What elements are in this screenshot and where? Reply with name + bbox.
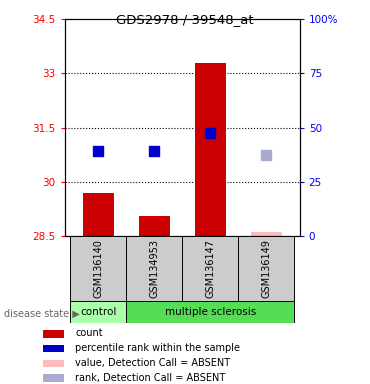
Text: GDS2978 / 39548_at: GDS2978 / 39548_at: [116, 13, 254, 26]
Bar: [126, 301, 294, 323]
Point: [263, 152, 269, 158]
Bar: [126, 236, 182, 301]
Bar: [43, 345, 64, 353]
Point: [207, 130, 213, 136]
Bar: [43, 374, 64, 382]
Bar: [182, 236, 238, 301]
Bar: [70, 236, 126, 301]
Bar: [43, 330, 64, 338]
Text: GSM136149: GSM136149: [261, 239, 271, 298]
Point: [151, 148, 157, 154]
Bar: [195, 63, 226, 236]
Bar: [43, 359, 64, 367]
Bar: [70, 301, 126, 323]
Text: control: control: [80, 307, 117, 317]
Bar: [251, 232, 282, 236]
Text: count: count: [75, 328, 103, 338]
Text: disease state ▶: disease state ▶: [4, 309, 80, 319]
Text: GSM134953: GSM134953: [149, 239, 159, 298]
Text: GSM136140: GSM136140: [93, 239, 103, 298]
Text: GSM136147: GSM136147: [205, 239, 215, 298]
Text: multiple sclerosis: multiple sclerosis: [165, 307, 256, 317]
Bar: [83, 193, 114, 236]
Point: [95, 148, 101, 154]
Text: value, Detection Call = ABSENT: value, Detection Call = ABSENT: [75, 358, 230, 368]
Text: rank, Detection Call = ABSENT: rank, Detection Call = ABSENT: [75, 373, 225, 383]
Bar: [238, 236, 294, 301]
Bar: [139, 216, 169, 236]
Text: percentile rank within the sample: percentile rank within the sample: [75, 343, 240, 353]
